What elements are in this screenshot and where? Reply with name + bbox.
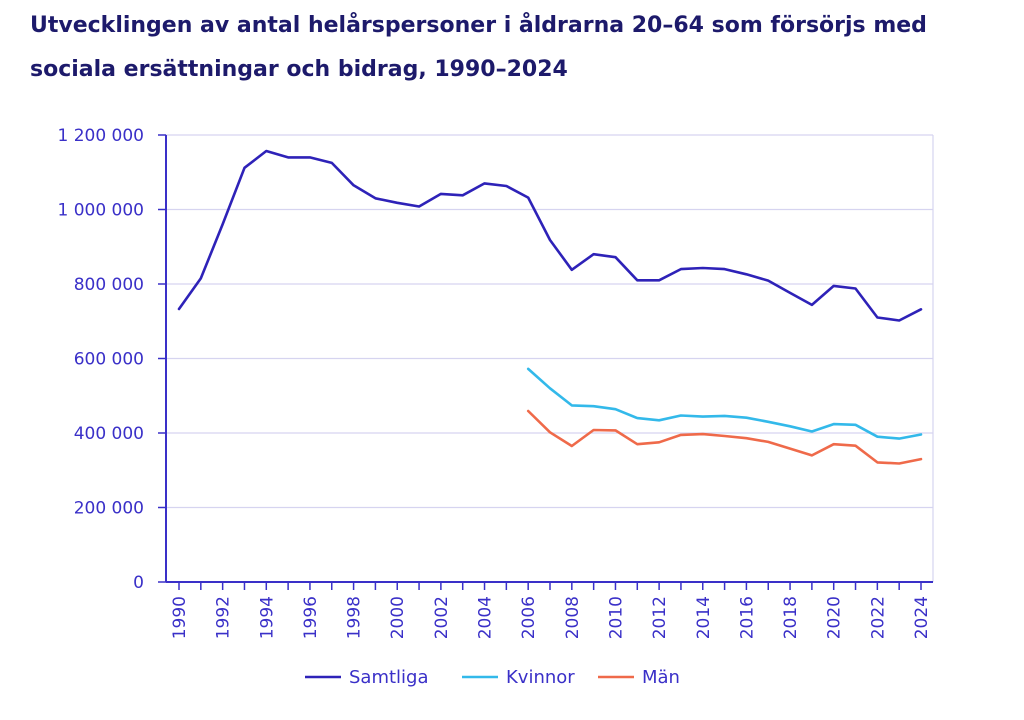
x-tick-label: 1990 (170, 596, 190, 639)
y-tick-label: 800 000 (74, 275, 144, 295)
x-tick-label: 2006 (519, 596, 539, 639)
y-tick-label: 400 000 (74, 424, 144, 444)
series-line-1 (177, 149, 923, 322)
x-tick-label: 2020 (825, 596, 845, 639)
legend-label: Kvinnor (506, 667, 575, 688)
x-tick-label: 1994 (257, 596, 277, 639)
x-tick-label: 2004 (476, 596, 496, 639)
x-tick-label: 1996 (301, 596, 321, 639)
x-tick-label: 2002 (432, 596, 452, 639)
x-tick-label: 2000 (388, 596, 408, 639)
x-tick-label: 2024 (912, 596, 932, 639)
y-tick-label: 1 000 000 (57, 201, 144, 221)
x-tick-label: 2016 (737, 596, 757, 639)
x-tick-label: 2018 (781, 596, 801, 639)
x-tick-label: 2010 (606, 596, 626, 639)
legend-label: Män (642, 667, 680, 688)
x-tick-label: 1998 (345, 596, 365, 639)
y-tick-label: 200 000 (74, 499, 144, 519)
series-line-3 (526, 409, 923, 465)
x-tick-label: 2014 (694, 596, 714, 639)
x-tick-label: 1992 (214, 596, 234, 639)
y-tick-label: 600 000 (74, 350, 144, 370)
x-tick-label: 2022 (868, 596, 888, 639)
y-tick-label: 1 200 000 (57, 126, 144, 146)
legend-label: Samtliga (349, 667, 429, 688)
x-tick-label: 2008 (563, 596, 583, 639)
y-tick-label: 0 (133, 573, 144, 593)
x-tick-label: 2012 (650, 596, 670, 639)
chart-title: Utvecklingen av antal helårspersoner i å… (30, 13, 927, 82)
series-line-2 (526, 367, 923, 440)
